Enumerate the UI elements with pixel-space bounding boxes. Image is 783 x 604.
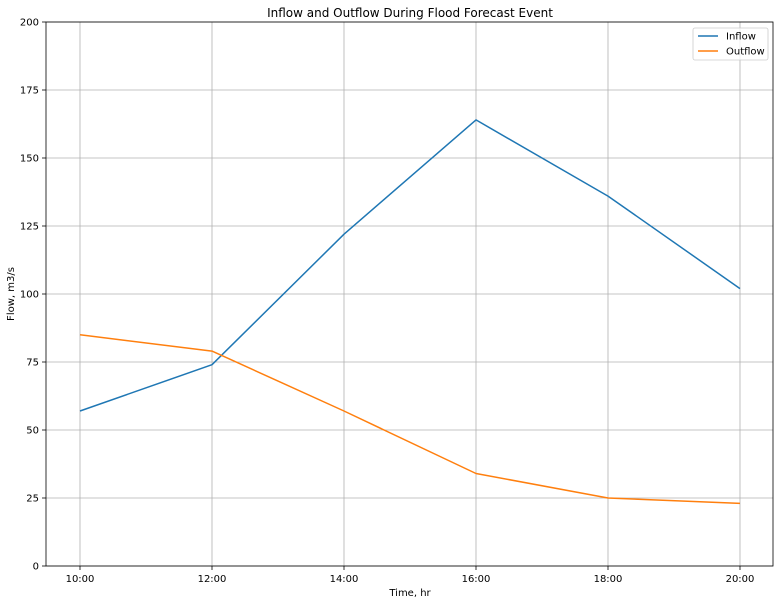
y-tick-label: 200 bbox=[20, 18, 39, 29]
series-line-outflow bbox=[79, 334, 741, 505]
grid bbox=[46, 21, 773, 567]
y-tick-label: 125 bbox=[20, 222, 39, 233]
y-axis-label: Flow, m3/s bbox=[6, 267, 17, 321]
x-tick-label: 10:00 bbox=[66, 574, 95, 585]
legend-label-inflow: Inflow bbox=[726, 32, 756, 43]
series-line-inflow bbox=[79, 119, 741, 412]
y-tick-label: 25 bbox=[26, 494, 39, 505]
y-tick-label: 150 bbox=[20, 154, 39, 165]
legend: Inflow Outflow bbox=[692, 27, 769, 61]
x-tick-label: 14:00 bbox=[330, 574, 359, 585]
y-axis-ticks: 0 25 50 75 100 125 150 175 200 bbox=[20, 18, 46, 573]
chart-title: Inflow and Outflow During Flood Forecast… bbox=[267, 6, 553, 20]
y-tick-label: 50 bbox=[26, 426, 39, 437]
y-tick-label: 100 bbox=[20, 290, 39, 301]
x-tick-label: 18:00 bbox=[594, 574, 623, 585]
y-tick-label: 0 bbox=[33, 562, 39, 573]
series-lines bbox=[79, 119, 741, 505]
x-axis-label: Time, hr bbox=[388, 588, 431, 599]
x-tick-label: 16:00 bbox=[462, 574, 491, 585]
legend-label-outflow: Outflow bbox=[726, 47, 765, 58]
x-axis-ticks: 10:00 12:00 14:00 16:00 18:00 20:00 bbox=[66, 566, 755, 585]
x-tick-label: 12:00 bbox=[198, 574, 227, 585]
y-tick-label: 75 bbox=[26, 358, 39, 369]
x-tick-label: 20:00 bbox=[726, 574, 755, 585]
y-tick-label: 175 bbox=[20, 86, 39, 97]
